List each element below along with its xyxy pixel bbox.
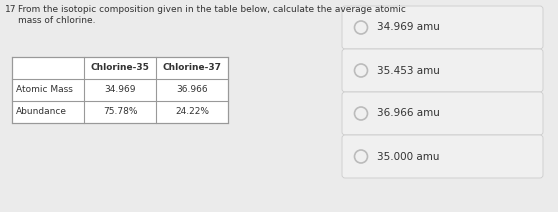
FancyBboxPatch shape — [342, 49, 543, 92]
Text: From the isotopic composition given in the table below, calculate the average at: From the isotopic composition given in t… — [18, 5, 406, 14]
Text: mass of chlorine.: mass of chlorine. — [18, 16, 95, 25]
Text: Atomic Mass: Atomic Mass — [16, 85, 73, 95]
Text: Chlorine-35: Chlorine-35 — [90, 64, 150, 73]
FancyBboxPatch shape — [342, 135, 543, 178]
Text: 36.966: 36.966 — [176, 85, 208, 95]
FancyBboxPatch shape — [342, 92, 543, 135]
Text: 75.78%: 75.78% — [103, 107, 137, 117]
Text: 17: 17 — [5, 5, 17, 14]
Text: 34.969 amu: 34.969 amu — [377, 22, 440, 32]
Text: 24.22%: 24.22% — [175, 107, 209, 117]
Text: 35.453 amu: 35.453 amu — [377, 66, 440, 75]
Text: Chlorine-37: Chlorine-37 — [162, 64, 222, 73]
FancyBboxPatch shape — [12, 57, 228, 123]
Text: Abundance: Abundance — [16, 107, 67, 117]
Text: 35.000 amu: 35.000 amu — [377, 152, 440, 162]
Text: 34.969: 34.969 — [104, 85, 136, 95]
Text: 36.966 amu: 36.966 amu — [377, 109, 440, 119]
FancyBboxPatch shape — [342, 6, 543, 49]
